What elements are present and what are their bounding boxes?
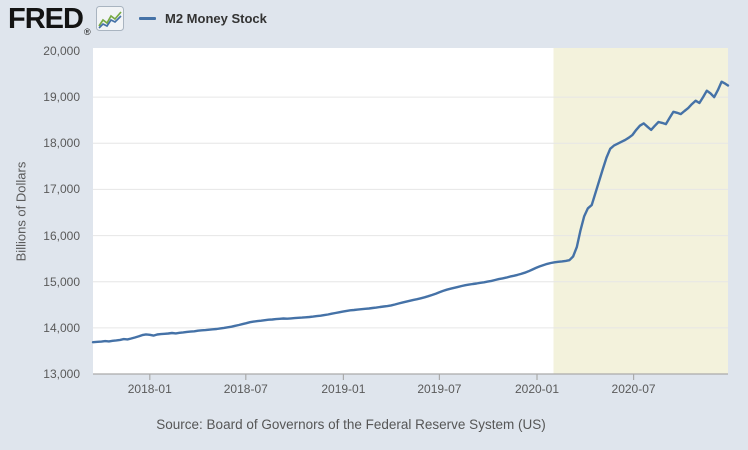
- x-tick-label-2020-07: 2020-07: [611, 382, 656, 396]
- registered-trademark-symbol: ®: [83, 27, 91, 37]
- y-tick-label-15000: 15,000: [43, 274, 80, 289]
- m2-money-stock-line: [91, 80, 730, 344]
- x-tick-label-2018-07: 2018-07: [223, 382, 268, 396]
- y-tick-label-14000: 14,000: [43, 320, 80, 335]
- source-attribution: Source: Board of Governors of the Federa…: [156, 417, 546, 432]
- fred-logo-text: FRED: [8, 3, 84, 35]
- x-tick-label-2020-01: 2020-01: [514, 382, 560, 396]
- legend-line-sample: [139, 17, 156, 20]
- y-tick-label-16000: 16,000: [43, 228, 80, 243]
- x-tick-label-2019-01: 2019-01: [321, 382, 366, 396]
- legend-item-m2-money-stock[interactable]: M2 Money Stock: [139, 11, 267, 26]
- x-tick-label-2018-01: 2018-01: [127, 382, 172, 396]
- y-tick-label-19000: 19,000: [43, 90, 80, 105]
- y-tick-label-13000: 13,000: [43, 367, 80, 381]
- y-tick-label-20000: 20,000: [43, 44, 80, 58]
- fred-logo[interactable]: FRED®: [8, 2, 91, 37]
- y-tick-label-18000: 18,000: [43, 136, 80, 151]
- fred-sparkline-icon[interactable]: [96, 6, 124, 31]
- legend-label: M2 Money Stock: [165, 11, 267, 26]
- y-tick-label-17000: 17,000: [43, 182, 80, 197]
- x-tick-label-2019-07: 2019-07: [417, 382, 462, 396]
